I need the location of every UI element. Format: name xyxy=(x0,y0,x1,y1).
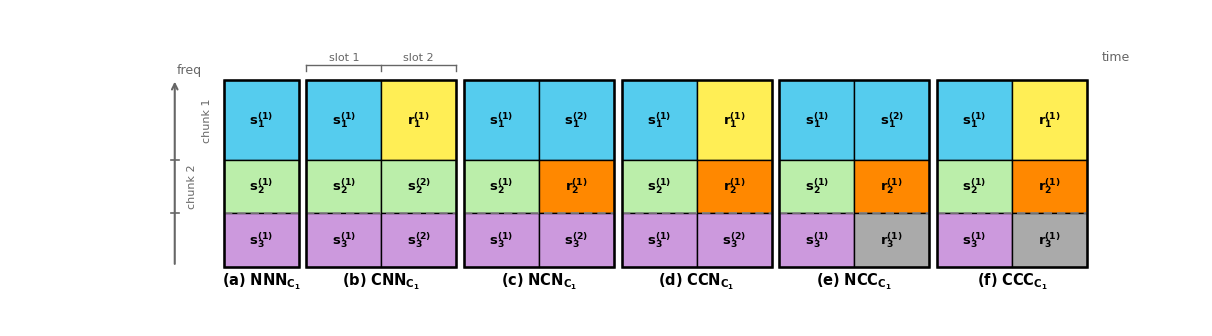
Text: $\mathbf{s_2^{(1)}}$: $\mathbf{s_2^{(1)}}$ xyxy=(490,177,514,197)
Text: $\mathbf{s_3^{(2)}}$: $\mathbf{s_3^{(2)}}$ xyxy=(407,230,430,250)
Text: $\mathbf{r_2^{(1)}}$: $\mathbf{r_2^{(1)}}$ xyxy=(565,177,588,197)
Bar xyxy=(854,213,930,267)
Text: chunk 2: chunk 2 xyxy=(187,164,196,209)
Text: $\mathbf{s_1^{(2)}}$: $\mathbf{s_1^{(2)}}$ xyxy=(880,111,904,130)
Bar xyxy=(223,80,298,161)
Bar xyxy=(382,213,456,267)
Bar xyxy=(854,161,930,213)
Text: $\mathbf{s_3^{(1)}}$: $\mathbf{s_3^{(1)}}$ xyxy=(962,230,987,250)
Text: $\mathbf{s_2^{(1)}}$: $\mathbf{s_2^{(1)}}$ xyxy=(332,177,356,197)
Text: $\mathbf{s_2^{(1)}}$: $\mathbf{s_2^{(1)}}$ xyxy=(647,177,671,197)
Text: $\mathbf{r_3^{(1)}}$: $\mathbf{r_3^{(1)}}$ xyxy=(880,230,903,250)
Text: $\mathbf{(b)}$ $\mathbf{CNN}$$_{\mathbf{C_1}}$: $\mathbf{(b)}$ $\mathbf{CNN}$$_{\mathbf{… xyxy=(342,271,421,292)
Text: $\mathbf{s_3^{(1)}}$: $\mathbf{s_3^{(1)}}$ xyxy=(332,230,356,250)
Text: $\mathbf{(f)}$ $\mathbf{CCC}$$_{\mathbf{C_1}}$: $\mathbf{(f)}$ $\mathbf{CCC}$$_{\mathbf{… xyxy=(977,271,1047,292)
Text: $\mathbf{r_1^{(1)}}$: $\mathbf{r_1^{(1)}}$ xyxy=(722,111,745,130)
Text: $\mathbf{s_1^{(1)}}$: $\mathbf{s_1^{(1)}}$ xyxy=(332,111,356,130)
Text: $\mathbf{s_2^{(1)}}$: $\mathbf{s_2^{(1)}}$ xyxy=(962,177,987,197)
Bar xyxy=(307,80,382,161)
Text: time: time xyxy=(1102,51,1130,64)
Text: $\mathbf{s_3^{(1)}}$: $\mathbf{s_3^{(1)}}$ xyxy=(248,230,273,250)
Text: $\mathbf{s_1^{(1)}}$: $\mathbf{s_1^{(1)}}$ xyxy=(805,111,829,130)
Bar xyxy=(382,161,456,213)
Bar xyxy=(697,161,772,213)
Bar xyxy=(854,80,930,161)
Text: $\mathbf{s_1^{(1)}}$: $\mathbf{s_1^{(1)}}$ xyxy=(248,111,273,130)
Bar xyxy=(1012,213,1087,267)
Text: $\mathbf{r_1^{(1)}}$: $\mathbf{r_1^{(1)}}$ xyxy=(407,111,430,130)
Text: $\mathbf{r_2^{(1)}}$: $\mathbf{r_2^{(1)}}$ xyxy=(722,177,745,197)
Bar xyxy=(622,213,697,267)
Text: $\mathbf{s_1^{(1)}}$: $\mathbf{s_1^{(1)}}$ xyxy=(962,111,987,130)
Bar xyxy=(697,213,772,267)
Bar xyxy=(779,161,854,213)
Bar xyxy=(464,161,539,213)
Bar xyxy=(539,80,614,161)
Bar xyxy=(539,213,614,267)
Bar xyxy=(464,80,614,267)
Text: $\mathbf{s_3^{(2)}}$: $\mathbf{s_3^{(2)}}$ xyxy=(565,230,589,250)
Text: slot 1: slot 1 xyxy=(328,53,359,62)
Text: $\mathbf{s_1^{(1)}}$: $\mathbf{s_1^{(1)}}$ xyxy=(490,111,514,130)
Bar xyxy=(464,213,539,267)
Text: $\mathbf{r_2^{(1)}}$: $\mathbf{r_2^{(1)}}$ xyxy=(880,177,903,197)
Text: $\mathbf{s_2^{(1)}}$: $\mathbf{s_2^{(1)}}$ xyxy=(805,177,829,197)
Text: $\mathbf{r_3^{(1)}}$: $\mathbf{r_3^{(1)}}$ xyxy=(1039,230,1060,250)
Bar xyxy=(223,161,298,213)
Text: $\mathbf{s_2^{(2)}}$: $\mathbf{s_2^{(2)}}$ xyxy=(407,177,430,197)
Text: $\mathbf{s_2^{(1)}}$: $\mathbf{s_2^{(1)}}$ xyxy=(248,177,273,197)
Text: $\mathbf{s_3^{(1)}}$: $\mathbf{s_3^{(1)}}$ xyxy=(805,230,829,250)
Bar xyxy=(779,80,930,267)
Bar xyxy=(1012,161,1087,213)
Bar xyxy=(622,80,772,267)
Text: $\mathbf{r_1^{(1)}}$: $\mathbf{r_1^{(1)}}$ xyxy=(1039,111,1060,130)
Bar xyxy=(697,80,772,161)
Text: $\mathbf{(a)}$ $\mathbf{NNN}$$_{\mathbf{C_1}}$: $\mathbf{(a)}$ $\mathbf{NNN}$$_{\mathbf{… xyxy=(222,271,301,292)
Bar xyxy=(223,213,298,267)
Text: $\mathbf{(c)}$ $\mathbf{NCN}$$_{\mathbf{C_1}}$: $\mathbf{(c)}$ $\mathbf{NCN}$$_{\mathbf{… xyxy=(501,271,577,292)
Bar xyxy=(223,80,298,267)
Text: $\mathbf{s_3^{(1)}}$: $\mathbf{s_3^{(1)}}$ xyxy=(490,230,514,250)
Text: $\mathbf{(d)}$ $\mathbf{CCN}$$_{\mathbf{C_1}}$: $\mathbf{(d)}$ $\mathbf{CCN}$$_{\mathbf{… xyxy=(658,271,734,292)
Bar xyxy=(937,213,1012,267)
Bar xyxy=(464,80,539,161)
Bar xyxy=(622,80,697,161)
Bar xyxy=(307,161,382,213)
Bar xyxy=(1012,80,1087,161)
Text: $\mathbf{(e)}$ $\mathbf{NCC}$$_{\mathbf{C_1}}$: $\mathbf{(e)}$ $\mathbf{NCC}$$_{\mathbf{… xyxy=(817,271,892,292)
Bar xyxy=(622,161,697,213)
Text: chunk 1: chunk 1 xyxy=(202,98,212,143)
Bar xyxy=(937,80,1012,161)
Text: $\mathbf{s_1^{(2)}}$: $\mathbf{s_1^{(2)}}$ xyxy=(565,111,589,130)
Text: $\mathbf{s_3^{(2)}}$: $\mathbf{s_3^{(2)}}$ xyxy=(722,230,747,250)
Text: freq: freq xyxy=(176,64,201,77)
Text: $\mathbf{r_2^{(1)}}$: $\mathbf{r_2^{(1)}}$ xyxy=(1039,177,1060,197)
Bar xyxy=(307,80,456,267)
Bar xyxy=(937,161,1012,213)
Text: $\mathbf{s_3^{(1)}}$: $\mathbf{s_3^{(1)}}$ xyxy=(647,230,671,250)
Bar xyxy=(539,161,614,213)
Text: slot 2: slot 2 xyxy=(404,53,434,62)
Bar xyxy=(307,213,382,267)
Bar xyxy=(937,80,1087,267)
Bar xyxy=(779,213,854,267)
Text: $\mathbf{s_1^{(1)}}$: $\mathbf{s_1^{(1)}}$ xyxy=(647,111,671,130)
Bar xyxy=(382,80,456,161)
Bar xyxy=(779,80,854,161)
